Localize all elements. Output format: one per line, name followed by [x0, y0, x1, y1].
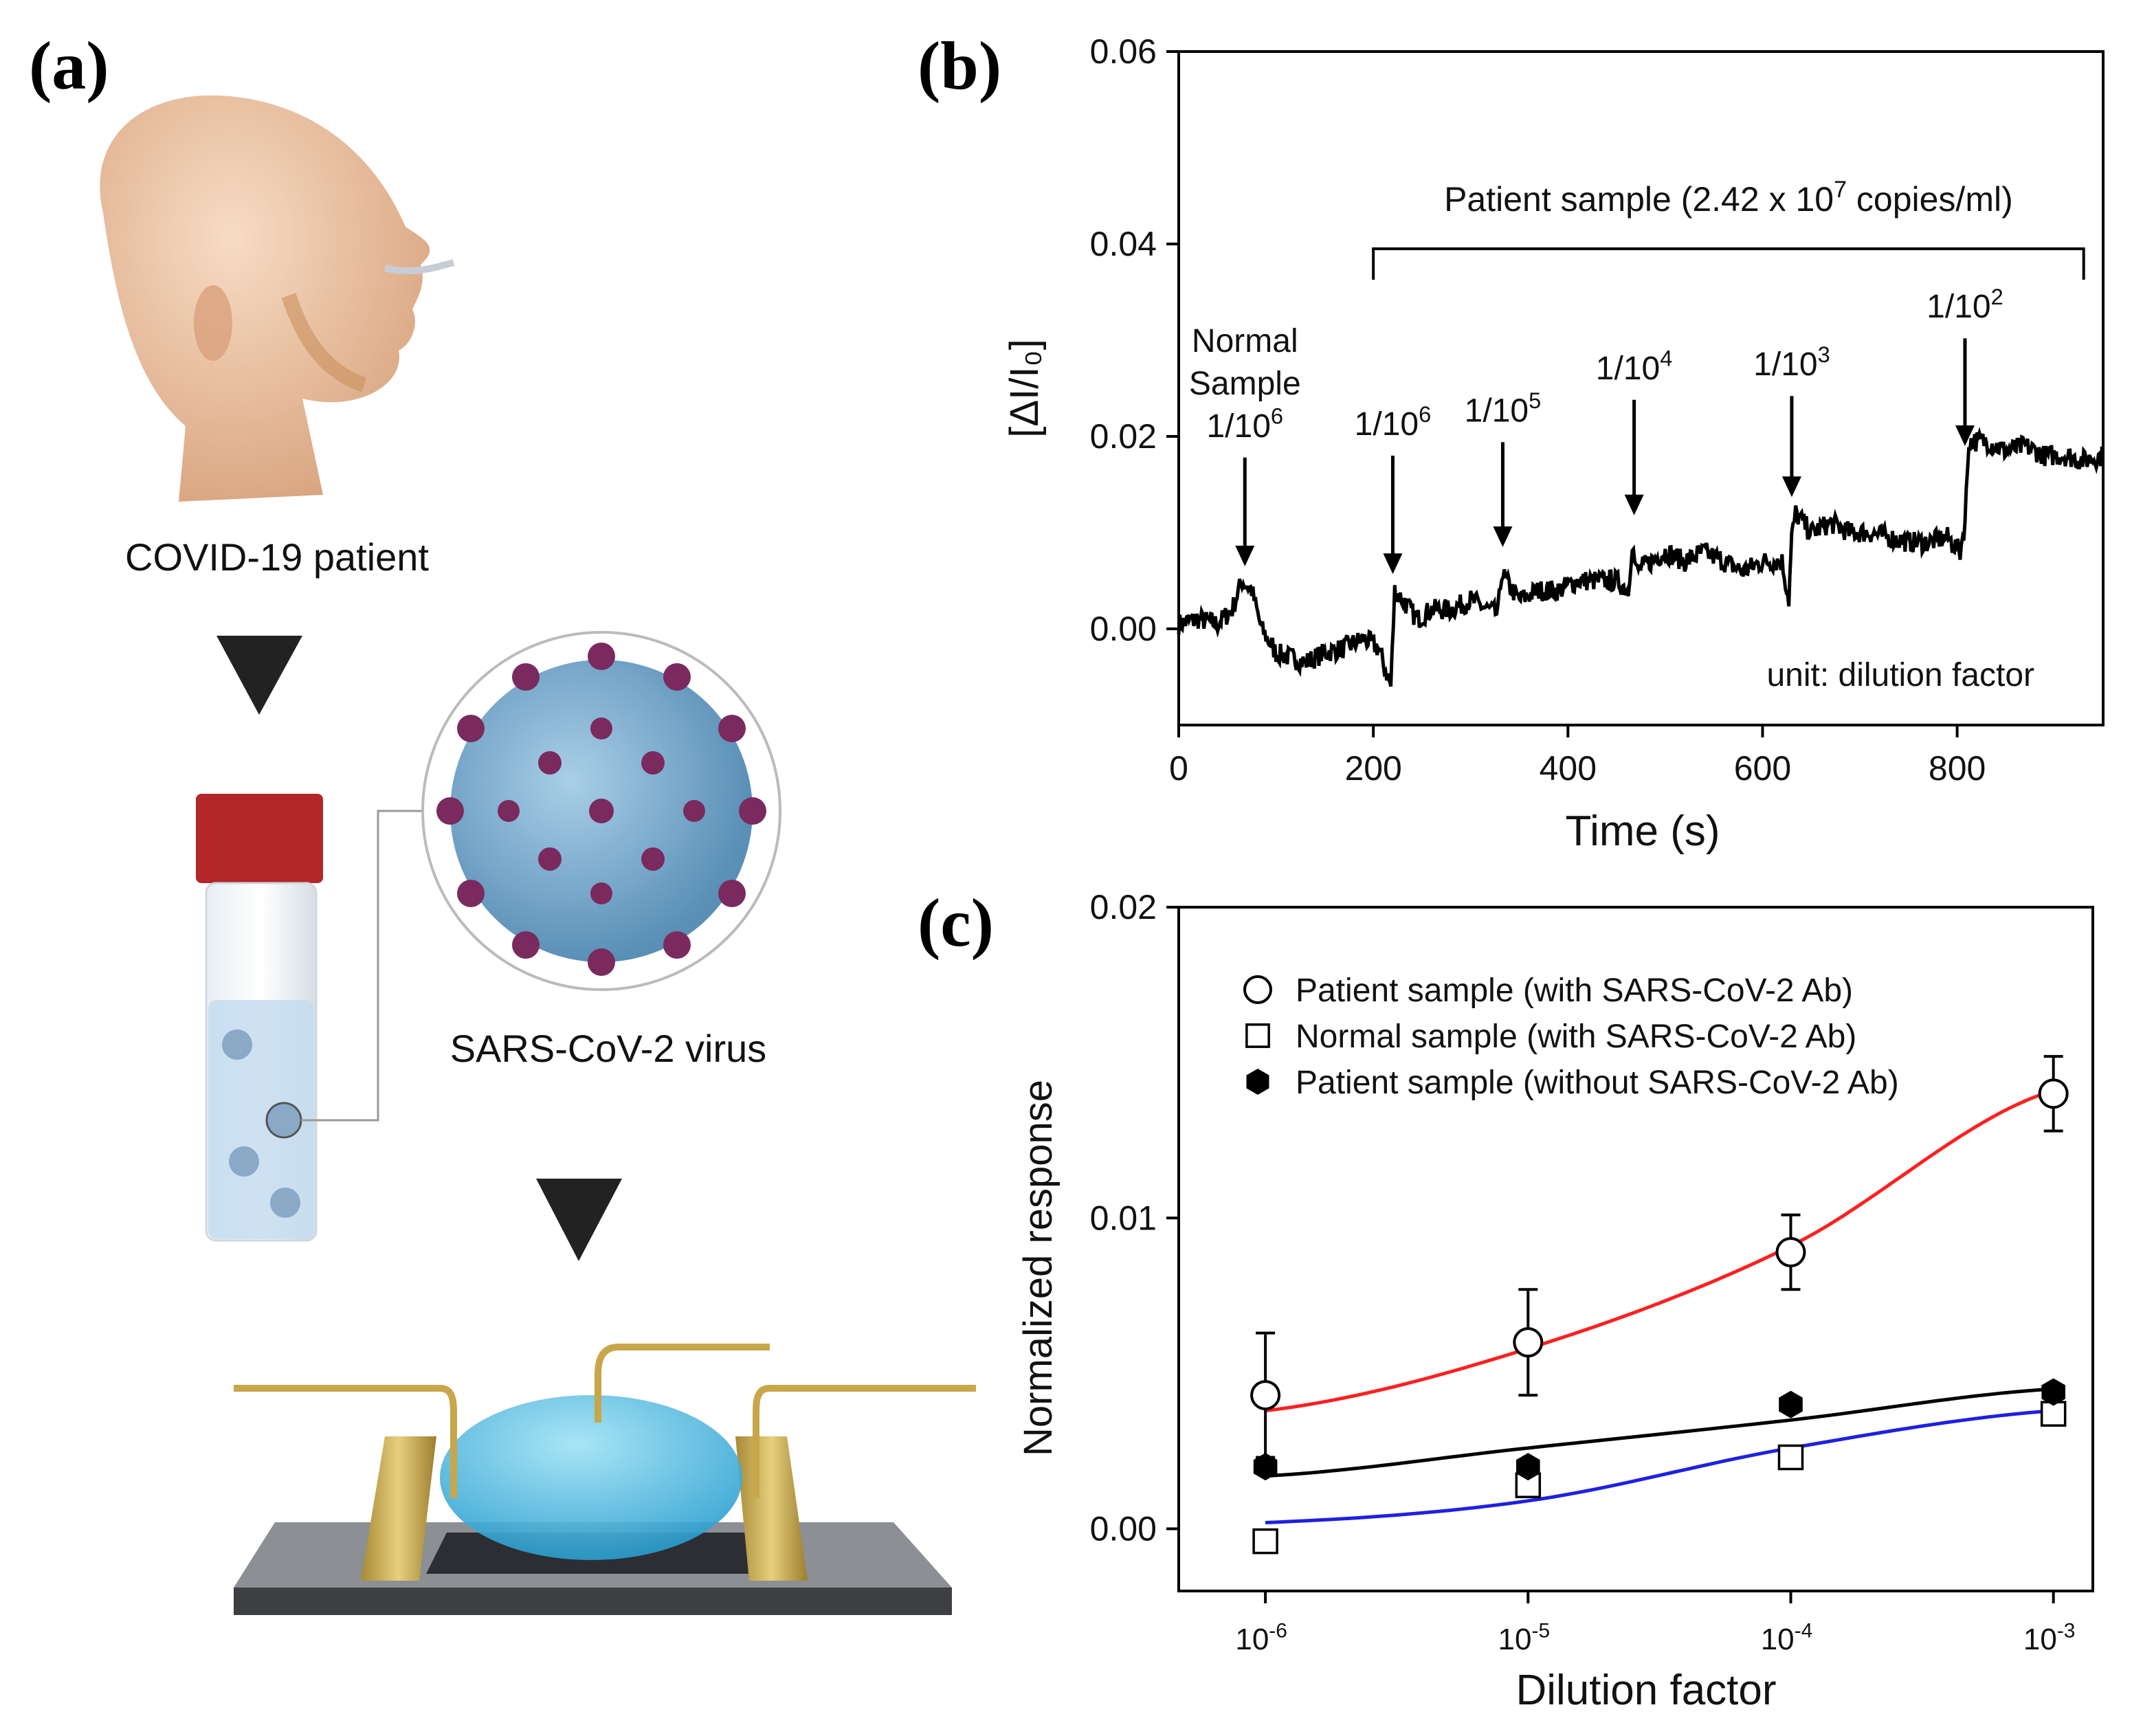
annotation-label: Sample [1189, 366, 1301, 402]
annotation-label: 1/106 [1355, 401, 1432, 443]
annotation-label: Normal [1192, 323, 1298, 359]
data-point [1243, 975, 1272, 1004]
annotation-label: 1/102 [1927, 284, 2003, 325]
chart-b-note: unit: dilution factor [1766, 657, 2034, 693]
annotation-arrowhead [1383, 553, 1403, 575]
step2-caption: SARS-CoV-2 virus [450, 1027, 767, 1070]
y-tick-label: 0.01 [1090, 1199, 1157, 1237]
annotation-arrowhead [1493, 526, 1513, 547]
y-tick-label: 0.06 [1090, 32, 1157, 71]
step1-caption: COVID-19 patient [125, 535, 429, 579]
x-tick-label: 10-6 [1235, 1619, 1287, 1656]
x-tick-label: 10-3 [2023, 1619, 2076, 1656]
x-tick-label: 400 [1540, 749, 1597, 788]
fit-line [1265, 1409, 2054, 1524]
annotation-label: 1/105 [1465, 388, 1542, 429]
chart-c-ylabel: Normalized response [1016, 1080, 1061, 1456]
down-arrow-icon [216, 636, 302, 715]
y-tick-label: 0.00 [1090, 610, 1157, 648]
y-tick-label: 0.00 [1090, 1510, 1157, 1548]
x-tick-label: 10-4 [1761, 1619, 1813, 1656]
legend-label: Patient sample (with SARS-CoV-2 Ab) [1296, 972, 1853, 1009]
data-point [1252, 1528, 1278, 1555]
data-point [1516, 1453, 1540, 1481]
x-tick-label: 200 [1344, 749, 1401, 788]
panel-b-label: (b) [918, 27, 1002, 104]
data-point [1779, 1390, 1803, 1418]
data-point [2041, 1378, 2065, 1406]
annotation-label: 1/106 [1206, 403, 1283, 445]
bracket-label: Patient sample (2.42 x 107 copies/ml) [1444, 177, 2013, 219]
annotation-arrowhead [1624, 494, 1644, 515]
data-point [1775, 1237, 1806, 1268]
legend-label: Patient sample (without SARS-CoV-2 Ab) [1296, 1065, 1899, 1101]
graphene-sensor-icon [234, 1344, 976, 1615]
annotation-arrowhead [1235, 546, 1255, 566]
fit-line [1265, 1387, 2054, 1478]
sample-tube-icon [196, 794, 426, 1242]
panel-a-label: (a) [29, 27, 109, 104]
data-point [1777, 1444, 1804, 1471]
x-tick-label: 0 [1169, 749, 1188, 788]
virus-zoom-icon [421, 631, 781, 991]
legend-label: Normal sample (with SARS-CoV-2 Ab) [1296, 1019, 1856, 1055]
y-tick-label: 0.04 [1090, 225, 1157, 263]
chart-c-frame [1177, 906, 2094, 1592]
chart-b-ylabel: [ΔI/I₀] [1002, 339, 1047, 437]
y-tick-label: 0.02 [1090, 417, 1157, 456]
patient-head-icon [100, 95, 455, 502]
annotation-label: 1/104 [1596, 346, 1673, 387]
bracket [1372, 247, 2085, 280]
annotation-label: 1/103 [1753, 342, 1830, 383]
chart-b-frame [1177, 50, 2105, 726]
data-point [1513, 1327, 1544, 1358]
fit-line [1265, 1089, 2054, 1413]
chart-b-xlabel: Time (s) [1566, 808, 1720, 855]
data-point [1250, 1380, 1281, 1411]
annotation-arrowhead [1955, 425, 1975, 446]
annotation-arrowhead [1781, 476, 1801, 498]
y-tick-label: 0.02 [1090, 888, 1157, 926]
down-arrow-icon [536, 1179, 622, 1261]
data-point [2038, 1078, 2069, 1109]
x-tick-label: 10-5 [1498, 1619, 1551, 1656]
panel-c-label: (c) [918, 884, 994, 961]
chart-b-trace [1177, 426, 2104, 687]
data-point [1253, 1453, 1278, 1481]
chart-c-xlabel: Dilution factor [1515, 1667, 1776, 1714]
data-point [1246, 1069, 1269, 1095]
data-point [1245, 1023, 1270, 1048]
x-tick-label: 600 [1734, 749, 1791, 788]
x-tick-label: 800 [1929, 749, 1986, 788]
